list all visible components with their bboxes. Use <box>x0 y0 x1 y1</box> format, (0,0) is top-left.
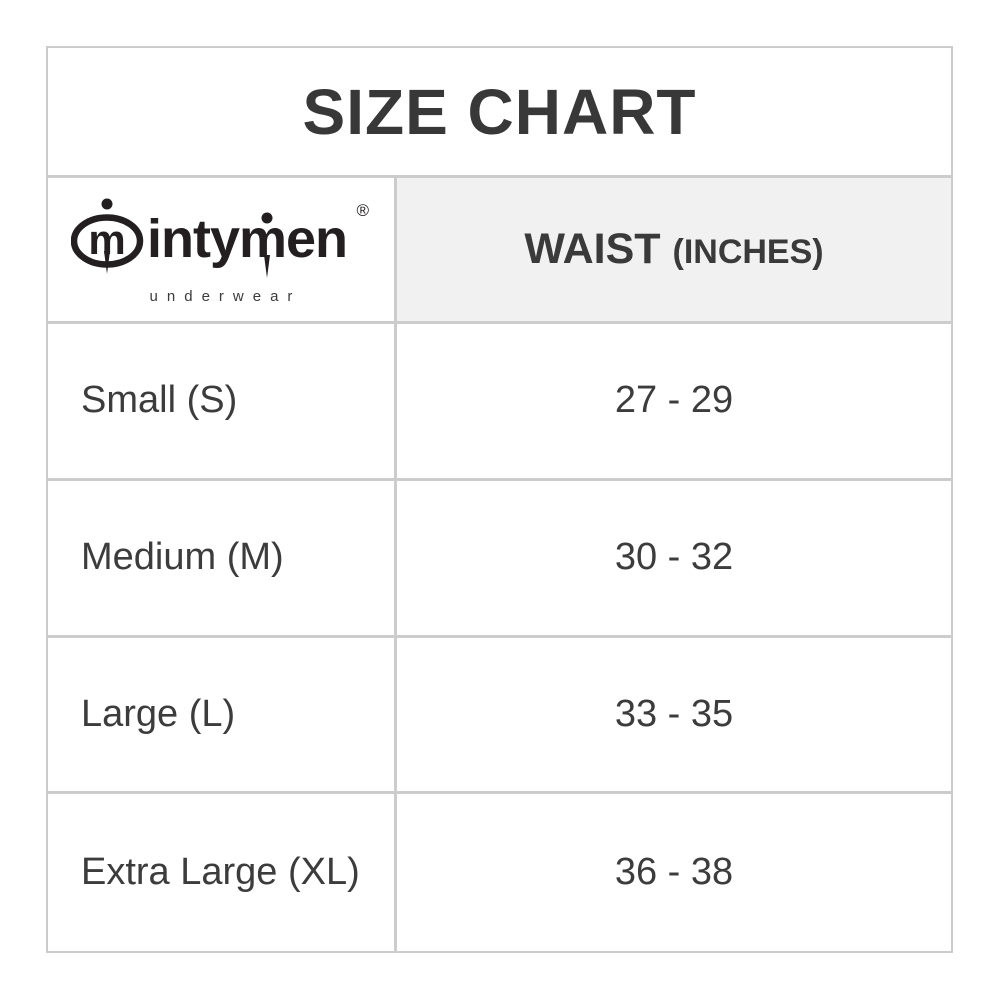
waist-header-cell: WAIST (INCHES) <box>397 178 951 324</box>
logo-monogram-tail-icon <box>104 251 110 274</box>
size-label-small: Small (S) <box>48 324 397 481</box>
logo-men-tail-icon <box>264 255 270 278</box>
registered-trademark: ® <box>356 201 369 220</box>
logo-subtext: underwear <box>149 288 302 305</box>
waist-value-medium: 30 - 32 <box>397 481 951 638</box>
waist-value-small: 27 - 29 <box>397 324 951 481</box>
brand-cell: m intymen ® underwear <box>48 178 397 324</box>
logo-brand-text: intymen <box>147 209 347 269</box>
page-title: SIZE CHART <box>302 75 697 148</box>
size-label-extra-large: Extra Large (XL) <box>48 794 397 951</box>
waist-value-large: 33 - 35 <box>397 638 951 795</box>
size-label-large: Large (L) <box>48 637 397 795</box>
logo-men-dot-icon <box>261 212 273 224</box>
waist-header-label: WAIST (INCHES) <box>524 225 823 274</box>
size-label-medium: Medium (M) <box>48 480 397 638</box>
intymen-logo-icon: m intymen ® <box>71 198 369 278</box>
logo-monogram-dot-icon <box>101 198 113 210</box>
waist-value-extra-large: 36 - 38 <box>614 851 734 894</box>
intymen-logo: m intymen ® underwear <box>71 194 371 305</box>
waist-header-main: WAIST <box>524 225 673 273</box>
size-chart-table: SIZE CHART m intymen <box>46 46 953 953</box>
waist-header-unit: (INCHES) <box>672 233 824 271</box>
title-row: SIZE CHART <box>48 48 951 178</box>
